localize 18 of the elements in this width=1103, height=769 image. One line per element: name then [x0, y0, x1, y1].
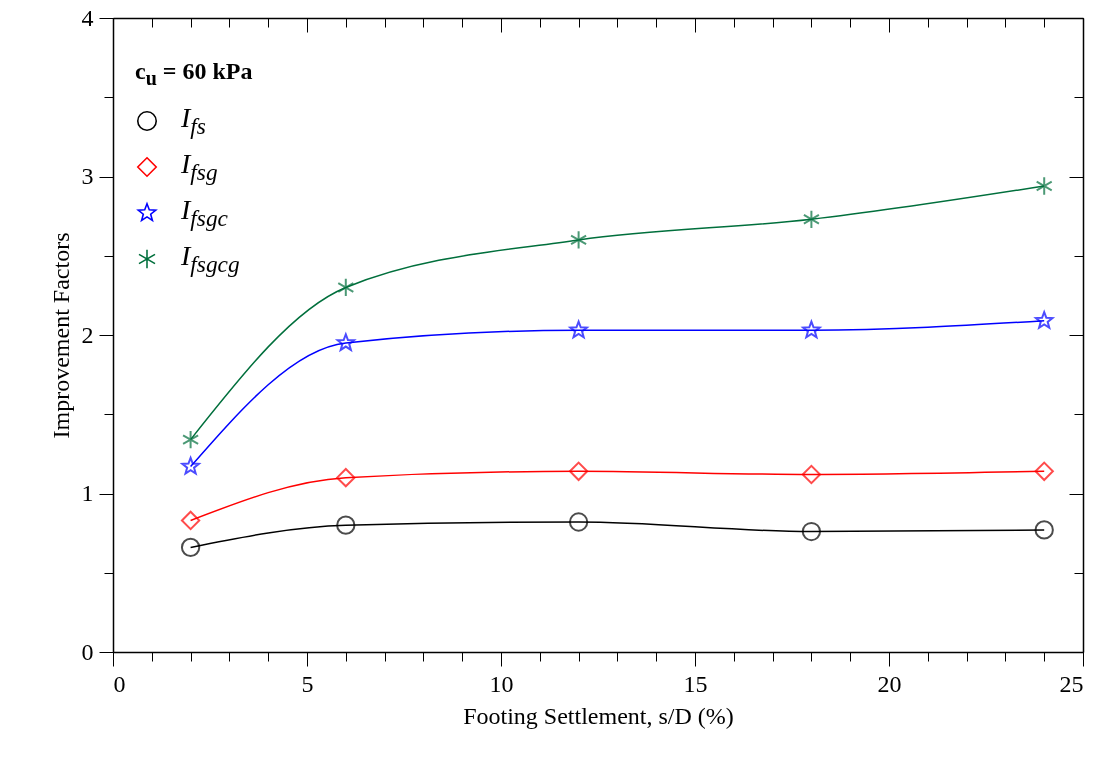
- y-tick-label: 2: [81, 321, 94, 348]
- x-tick-label: 10: [489, 670, 514, 697]
- x-tick-label: 25: [1059, 670, 1084, 697]
- x-tick-label: 20: [877, 670, 902, 697]
- legend-label: I$_{fs}$: [181, 102, 206, 140]
- x-tick-label: 5: [301, 670, 314, 697]
- legend-title: c$_{u}$ = 60 kPa: [135, 58, 253, 90]
- y-tick-label: 4: [81, 4, 94, 31]
- y-tick-label: 0: [81, 638, 94, 665]
- x-tick-label: 0: [113, 670, 126, 697]
- legend-label: I$_{fsg}$: [181, 148, 218, 186]
- y-tick-label: 1: [81, 480, 94, 506]
- x-axis-title: Footing Settlement, s/D (%): [463, 702, 734, 729]
- legend-label: I$_{fsgc}$: [181, 194, 228, 232]
- x-tick-label: 15: [683, 670, 708, 697]
- legend-label: I$_{fsgcg}$: [181, 240, 240, 278]
- y-axis-title: Improvement Factors: [47, 232, 74, 439]
- y-tick-label: 3: [81, 163, 94, 189]
